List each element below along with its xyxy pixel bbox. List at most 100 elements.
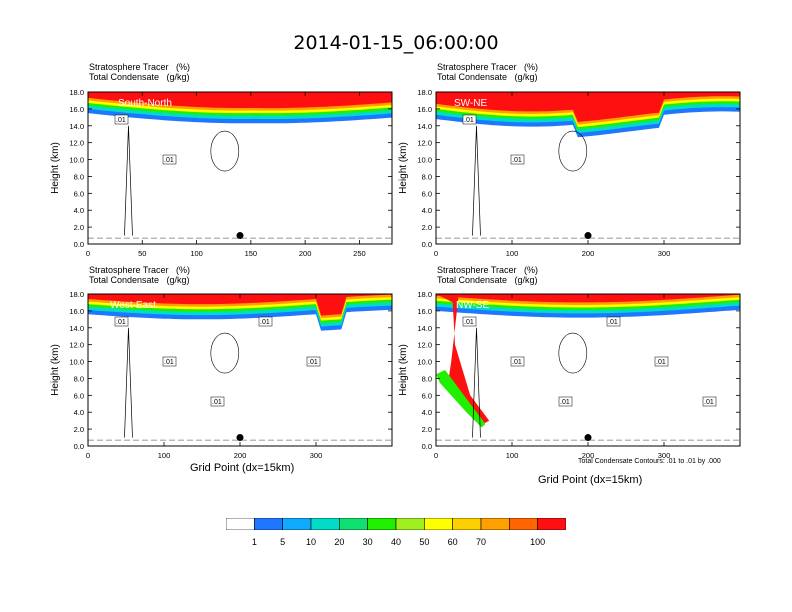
y-tick-label: 14.0 bbox=[69, 122, 84, 131]
tracer-band-5 bbox=[436, 92, 740, 122]
section-label: SW-NE bbox=[454, 98, 487, 109]
panel-3-xlabel: Grid Point (dx=15km) bbox=[190, 462, 295, 474]
contour-label-box bbox=[462, 316, 477, 327]
x-tick-label: 200 bbox=[299, 249, 312, 258]
x-tick-label: 0 bbox=[434, 249, 438, 258]
contour-label-box bbox=[702, 396, 717, 407]
x-tick-label: 150 bbox=[245, 249, 258, 258]
contour-label: .01 bbox=[116, 117, 126, 124]
figure-title: 2014-01-15_06:00:00 bbox=[293, 32, 499, 54]
contour-label-box bbox=[510, 356, 525, 367]
y-tick-label: 6.0 bbox=[422, 391, 432, 400]
panel-2: .01 .01 SW-NE 0.0 2.0 4.0 6.0 8.0 10.0 12.0 14.0 16… bbox=[398, 88, 741, 258]
colorbar-label: 20 bbox=[334, 537, 345, 547]
y-tick-label: 16.0 bbox=[69, 105, 84, 114]
colorbar-swatch bbox=[310, 518, 340, 530]
tracer-band-5 bbox=[88, 294, 392, 316]
x-tick-label: 200 bbox=[582, 451, 595, 460]
panel-1: .01 .01 South-North 0.0 2.0 4.0 6.0 8.0 10.0 12.0… bbox=[50, 88, 393, 258]
colorbar-label: 50 bbox=[419, 537, 430, 547]
panel-3-header: Stratosphere Tracer (%) Total Condensate… bbox=[89, 265, 190, 285]
condensate-contour bbox=[124, 327, 133, 438]
contour-label: .01 bbox=[308, 359, 318, 366]
section-label: NW-SE bbox=[456, 300, 489, 311]
y-axis-label: Height (km) bbox=[398, 344, 409, 396]
condensate-contour bbox=[558, 130, 588, 172]
location-marker bbox=[584, 434, 592, 442]
x-tick-label: 300 bbox=[658, 249, 671, 258]
y-tick-label: 10.0 bbox=[417, 358, 432, 367]
y-tick-label: 0.0 bbox=[422, 240, 432, 249]
x-tick-label: 0 bbox=[86, 249, 90, 258]
colorbar-swatch bbox=[282, 518, 312, 530]
panel-3-header-line1: Stratosphere Tracer (%) bbox=[89, 265, 191, 275]
x-tick-label: 50 bbox=[138, 249, 146, 258]
y-tick-label: 14.0 bbox=[417, 324, 432, 333]
contour-label: .01 bbox=[704, 399, 714, 406]
section-label: South-North bbox=[118, 98, 172, 109]
x-tick-label: 200 bbox=[582, 249, 595, 258]
contour-label-box bbox=[306, 356, 321, 367]
contour-label-box bbox=[114, 316, 129, 327]
x-tick-label: 200 bbox=[234, 451, 247, 460]
y-tick-label: 4.0 bbox=[74, 206, 84, 215]
x-tick-label: 100 bbox=[158, 451, 171, 460]
y-tick-label: 16.0 bbox=[417, 105, 432, 114]
condensate-contour bbox=[472, 125, 481, 236]
condensate-contour bbox=[472, 327, 481, 438]
colorbar bbox=[226, 518, 566, 530]
contour-label-box bbox=[162, 154, 177, 165]
panel-2-header-line2: Total Condensate (g/kg) bbox=[437, 72, 538, 82]
contour-label: .01 bbox=[464, 117, 474, 124]
panel-4-header: Stratosphere Tracer (%) Total Condensate… bbox=[437, 265, 538, 285]
plot-frame bbox=[87, 91, 393, 245]
contour-label-box bbox=[558, 396, 573, 407]
y-tick-label: 0.0 bbox=[74, 240, 84, 249]
colorbar-label: 100 bbox=[530, 537, 546, 547]
x-tick-label: 100 bbox=[190, 249, 203, 258]
y-tick-label: 6.0 bbox=[74, 189, 84, 198]
y-tick-label: 8.0 bbox=[74, 172, 84, 181]
y-tick-label: 2.0 bbox=[422, 425, 432, 434]
y-tick-label: 2.0 bbox=[74, 425, 84, 434]
y-tick-label: 18.0 bbox=[69, 88, 84, 97]
contour-note: Total Condensate Contours: .01 to .01 by… bbox=[578, 458, 721, 465]
x-tick-label: 100 bbox=[506, 249, 519, 258]
x-tick-label: 0 bbox=[86, 451, 90, 460]
x-tick-label: 300 bbox=[310, 451, 323, 460]
y-axis-label: Height (km) bbox=[50, 142, 61, 194]
contour-label: .01 bbox=[512, 359, 522, 366]
colorbar-swatch bbox=[395, 518, 425, 530]
y-tick-label: 12.0 bbox=[417, 139, 432, 148]
contour-label-box bbox=[258, 316, 273, 327]
y-tick-label: 8.0 bbox=[422, 374, 432, 383]
section-label: West-East bbox=[110, 300, 156, 311]
colorbar-label: 70 bbox=[475, 537, 486, 547]
location-marker bbox=[236, 434, 244, 442]
y-axis-label: Height (km) bbox=[50, 344, 61, 396]
panel-3: .01 .01 .01 .01 .01 West-East 0.0 2.0 4.0 6.0 8.0 1… bbox=[50, 290, 393, 460]
x-tick-label: 250 bbox=[353, 249, 366, 258]
y-tick-label: 18.0 bbox=[69, 290, 84, 299]
tracer-band-5 bbox=[88, 92, 392, 109]
contour-label: .01 bbox=[464, 319, 474, 326]
colorbar-swatch bbox=[226, 518, 255, 530]
y-tick-label: 8.0 bbox=[422, 172, 432, 181]
contour-label-box bbox=[210, 396, 225, 407]
y-tick-label: 16.0 bbox=[417, 307, 432, 316]
contour-label-box bbox=[162, 356, 177, 367]
condensate-contour bbox=[210, 130, 240, 172]
x-tick-label: 0 bbox=[434, 451, 438, 460]
colorbar-swatch bbox=[480, 518, 510, 530]
panel-1-header: Stratosphere Tracer (%) Total Condensate… bbox=[89, 62, 190, 82]
colorbar-swatch bbox=[339, 518, 368, 530]
colorbar-swatch bbox=[537, 518, 566, 530]
colorbar-swatch bbox=[254, 518, 283, 530]
y-tick-label: 18.0 bbox=[417, 88, 432, 97]
colorbar-swatch bbox=[424, 518, 453, 530]
contour-label: .01 bbox=[164, 359, 174, 366]
contour-label: .01 bbox=[608, 319, 618, 326]
colorbar-label: 30 bbox=[362, 537, 373, 547]
location-marker bbox=[584, 232, 592, 240]
